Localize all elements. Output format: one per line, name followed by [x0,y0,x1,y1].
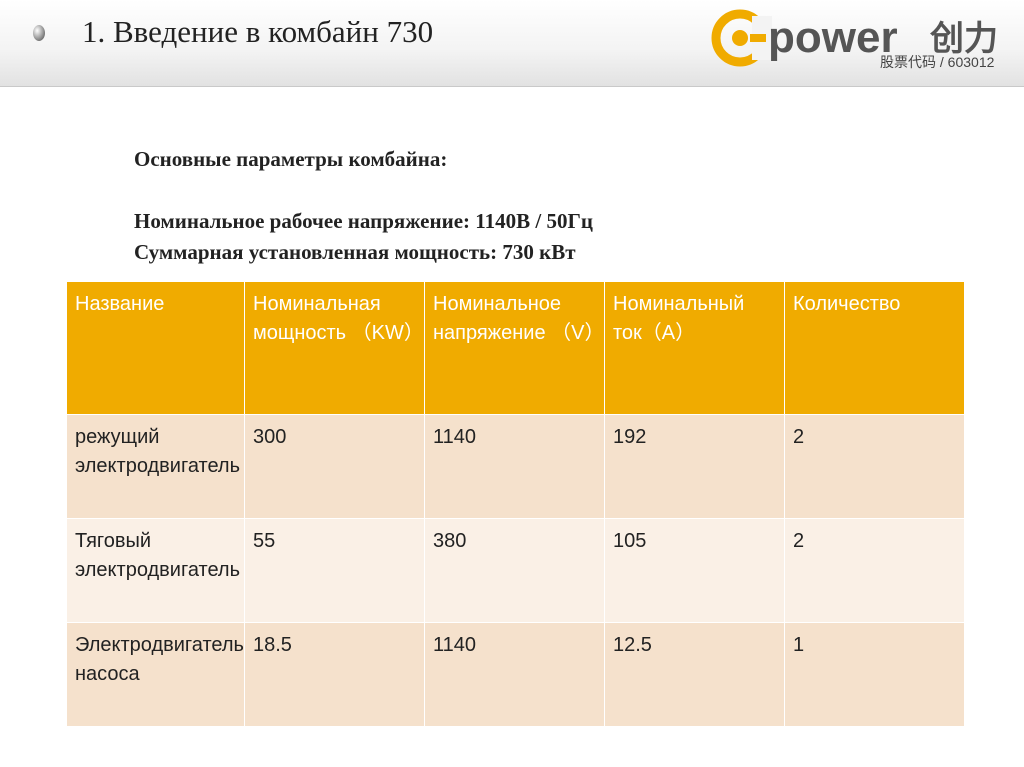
logo-brand-cn: 创力 [929,19,998,59]
table-cell: 105 [604,518,785,623]
table-cell: 55 [244,518,425,623]
parameters-heading: Основные параметры комбайна: [134,147,448,171]
table-cell: режущий электродвигатель [66,414,245,519]
voltage-line: Номинальное рабочее напряжение: 1140В / … [134,209,593,233]
table-row: режущий электродвигатель 300 1140 192 2 [66,414,965,519]
table-cell: 192 [604,414,785,519]
table-header-row: Название Номинальная мощность （KW） Номин… [66,281,965,415]
table-cell: 300 [244,414,425,519]
table-cell: Электродвигатель насоса [66,622,245,727]
table-cell: Тяговый электродвигатель [66,518,245,623]
slide-title: 1. Введение в комбайн 730 [82,14,434,49]
parameters-block: Основные параметры комбайна: Номинальное… [134,144,593,268]
stock-code: 股票代码 / 603012 [880,54,995,70]
column-header: Количество [784,281,965,415]
company-logo: power 创力 [711,9,998,67]
table-row: Электродвигатель насоса 18.5 1140 12.5 1 [66,622,965,727]
motor-spec-table: Название Номинальная мощность （KW） Номин… [66,281,965,727]
table-cell: 2 [784,414,965,519]
bullet-icon [33,25,45,41]
table-cell: 2 [784,518,965,623]
table-cell: 1140 [424,414,605,519]
table-cell: 1140 [424,622,605,727]
table-cell: 18.5 [244,622,425,727]
table-cell: 1 [784,622,965,727]
logo-brand: power [768,13,898,62]
table-row: Тяговый электродвигатель 55 380 105 2 [66,518,965,623]
column-header: Номинальный ток（A） [604,281,785,415]
column-header: Название [66,281,245,415]
column-header: Номинальное напряжение （V） [424,281,605,415]
slide-header: 1. Введение в комбайн 730 power 创力 股票代码 … [0,0,1024,87]
power-line: Суммарная установленная мощность: 730 кВ… [134,240,576,264]
table-cell: 380 [424,518,605,623]
column-header: Номинальная мощность （KW） [244,281,425,415]
table-cell: 12.5 [604,622,785,727]
